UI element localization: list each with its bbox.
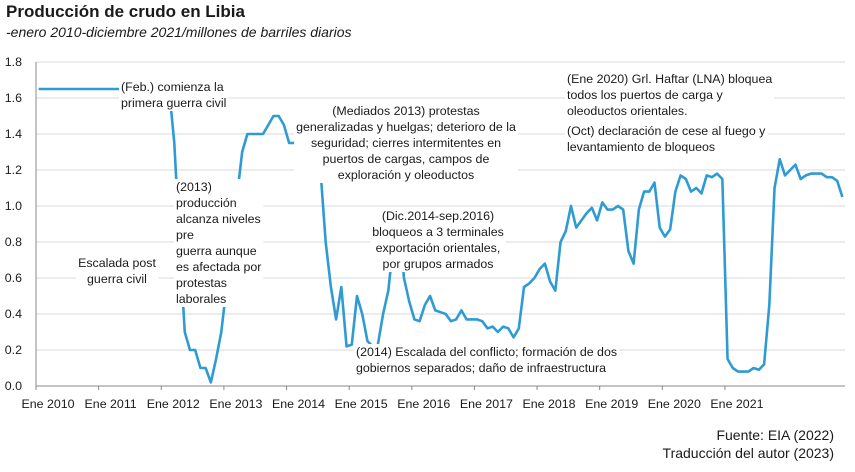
annotation: (2013) producción alcanza niveles pre guerra… bbox=[174, 179, 264, 307]
annotation-line: alcanza niveles bbox=[176, 212, 261, 226]
x-tick-label: Ene 2010 bbox=[21, 397, 74, 411]
x-tick-label: Ene 2018 bbox=[523, 397, 576, 411]
source-note: Fuente: EIA (2022) bbox=[716, 427, 834, 443]
annotation-line: protestas bbox=[176, 276, 227, 290]
annotation-line: levantamiento de bloqueos bbox=[567, 140, 715, 154]
annotation-text: (2013) producción alcanza niveles pre guerra… bbox=[176, 180, 261, 306]
annotation: (Oct) declaración de cese al fuego y leva… bbox=[565, 123, 769, 155]
annotation-background bbox=[294, 103, 518, 183]
annotation: (Mediados 2013) protestas generalizadas y… bbox=[294, 103, 518, 183]
x-tick-label: Ene 2019 bbox=[585, 397, 638, 411]
y-tick-label: 0.0 bbox=[5, 379, 22, 393]
annotation-background bbox=[354, 344, 620, 376]
annotation-line: guerra civil bbox=[87, 272, 147, 286]
x-tick-label: Ene 2016 bbox=[397, 397, 450, 411]
annotation-line: por grupos armados bbox=[383, 257, 494, 271]
y-tick-label: 0.6 bbox=[5, 271, 22, 285]
annotation-line: guerra aunque bbox=[176, 244, 257, 258]
y-tick-label: 1.8 bbox=[5, 55, 22, 69]
annotation: (Feb.) comienza la primera guerra civil bbox=[119, 79, 229, 111]
annotation-line: exportación orientales, bbox=[376, 241, 501, 255]
x-tick-label: Ene 2020 bbox=[648, 397, 701, 411]
annotation-line: (2014) Escalada del conflicto; formación… bbox=[356, 345, 617, 359]
annotation-line: laborales bbox=[176, 292, 226, 306]
annotation-text: Escalada post guerra civil bbox=[78, 256, 156, 286]
annotation-line: puertos de cargas, campos de bbox=[323, 152, 490, 166]
annotation-line: (2013) bbox=[176, 180, 212, 194]
annotation-line: gobiernos separados; daño de infraestruc… bbox=[356, 361, 606, 375]
annotation-line: oleoductos orientales. bbox=[567, 104, 688, 118]
x-tick-label: Ene 2017 bbox=[460, 397, 513, 411]
annotation-line: seguridad; cierres intermitentes en bbox=[311, 136, 501, 150]
x-tick-label: Ene 2015 bbox=[335, 397, 388, 411]
y-tick-label: 1.4 bbox=[5, 127, 22, 141]
annotation-layer: (Feb.) comienza la primera guerra civil (2… bbox=[76, 71, 775, 376]
annotation-line: todos los puertos de carga y bbox=[567, 88, 723, 102]
x-tick-label: Ene 2012 bbox=[147, 397, 200, 411]
x-tick-label: Ene 2014 bbox=[272, 397, 325, 411]
x-axis-ticks: Ene 2010 Ene 2011 Ene 2012 Ene 2013 Ene 2014… bbox=[21, 386, 764, 411]
annotation-text: (Oct) declaración de cese al fuego y leva… bbox=[567, 124, 766, 154]
chart-subtitle: -enero 2010-diciembre 2021/millones de b… bbox=[6, 24, 352, 40]
annotation: (2014) Escalada del conflicto; formación… bbox=[354, 344, 620, 376]
annotation-text: (2014) Escalada del conflicto; formación… bbox=[356, 345, 617, 375]
annotation-line: primera guerra civil bbox=[121, 96, 226, 110]
annotation-line: (Dic.2014-sep.2016) bbox=[382, 209, 494, 223]
y-tick-label: 1.2 bbox=[5, 163, 22, 177]
y-axis-ticks: 0.0 0.2 0.4 0.6 0.8 1.0 1.2 1.4 1.6 1.8 bbox=[5, 55, 22, 393]
y-tick-label: 1.0 bbox=[5, 199, 22, 213]
annotation-background bbox=[370, 208, 506, 272]
x-tick-label: Ene 2013 bbox=[209, 397, 262, 411]
annotation-background bbox=[565, 123, 769, 155]
x-tick-label: Ene 2021 bbox=[710, 397, 763, 411]
annotation-line: producción bbox=[176, 196, 237, 210]
annotation-text: (Dic.2014-sep.2016) bloqueos a 3 terminal… bbox=[372, 209, 504, 271]
annotation-text: (Ene 2020) Grl. Haftar (LNA) bloquea todo… bbox=[567, 72, 772, 118]
y-tick-label: 0.2 bbox=[5, 343, 22, 357]
annotation-background bbox=[76, 255, 159, 287]
annotation-line: (Mediados 2013) protestas bbox=[332, 104, 479, 118]
annotation-line: es afectada por bbox=[176, 260, 261, 274]
y-tick-label: 0.4 bbox=[5, 307, 22, 321]
annotation: (Ene 2020) Grl. Haftar (LNA) bloquea todo… bbox=[565, 71, 775, 119]
annotation-line: (Feb.) comienza la bbox=[121, 80, 224, 94]
x-tick-label: Ene 2011 bbox=[85, 397, 137, 411]
annotation-line: exploración y oleoductos bbox=[338, 168, 474, 182]
annotation: Escalada post guerra civil bbox=[76, 255, 159, 287]
annotation-text: (Mediados 2013) protestas generalizadas y… bbox=[296, 104, 516, 182]
series-line bbox=[38, 87, 844, 384]
annotation-line: generalizadas y huelgas; deterioro de la bbox=[296, 120, 516, 134]
chart-title: Producción de crudo en Libia bbox=[6, 2, 245, 21]
annotation-text: (Feb.) comienza la primera guerra civil bbox=[121, 80, 226, 110]
annotation-line: Escalada post bbox=[78, 256, 156, 270]
annotation-line: (Ene 2020) Grl. Haftar (LNA) bloquea bbox=[567, 72, 772, 86]
annotation-line: pre bbox=[176, 228, 194, 242]
y-tick-label: 0.8 bbox=[5, 235, 22, 249]
y-tick-label: 1.6 bbox=[5, 91, 22, 105]
annotation-background bbox=[174, 179, 264, 307]
annotation-background bbox=[119, 79, 229, 111]
series-layer bbox=[38, 87, 844, 384]
annotation-line: bloqueos a 3 terminales bbox=[372, 225, 504, 239]
annotation-background bbox=[565, 71, 775, 119]
translation-note: Traducción del autor (2023) bbox=[662, 445, 834, 461]
annotation-line: (Oct) declaración de cese al fuego y bbox=[567, 124, 766, 138]
annotation: (Dic.2014-sep.2016) bloqueos a 3 terminal… bbox=[370, 208, 506, 272]
